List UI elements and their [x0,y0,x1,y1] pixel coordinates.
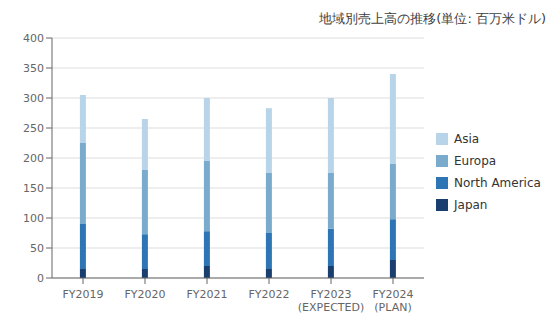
svg-text:150: 150 [23,182,44,195]
html-text:Europa: Europa [454,154,497,168]
svg-text:200: 200 [23,152,44,165]
html-text:North America: North America [454,176,541,190]
svg-text:FY2020: FY2020 [124,288,165,301]
html-text:Japan: Japan [454,198,488,212]
svg-text:400: 400 [23,32,44,45]
svg-text:250: 250 [23,122,44,135]
svg-text:FY2024(PLAN): FY2024(PLAN) [372,288,413,314]
svg-text:FY2023(EXPECTED): FY2023(EXPECTED) [298,288,364,314]
html-text:地域別売上高の推移(単位: 百万米ドル): 地域別売上高の推移(単位: 百万米ドル) [319,11,546,26]
svg-text:100: 100 [23,212,44,225]
svg-text:50: 50 [30,242,44,255]
svg-text:FY2022: FY2022 [248,288,289,301]
svg-text:300: 300 [23,92,44,105]
html-text:Asia: Asia [454,132,480,146]
svg-text:FY2021: FY2021 [186,288,227,301]
svg-text:FY2019: FY2019 [62,288,103,301]
svg-text:350: 350 [23,62,44,75]
svg-text:0: 0 [37,272,44,285]
